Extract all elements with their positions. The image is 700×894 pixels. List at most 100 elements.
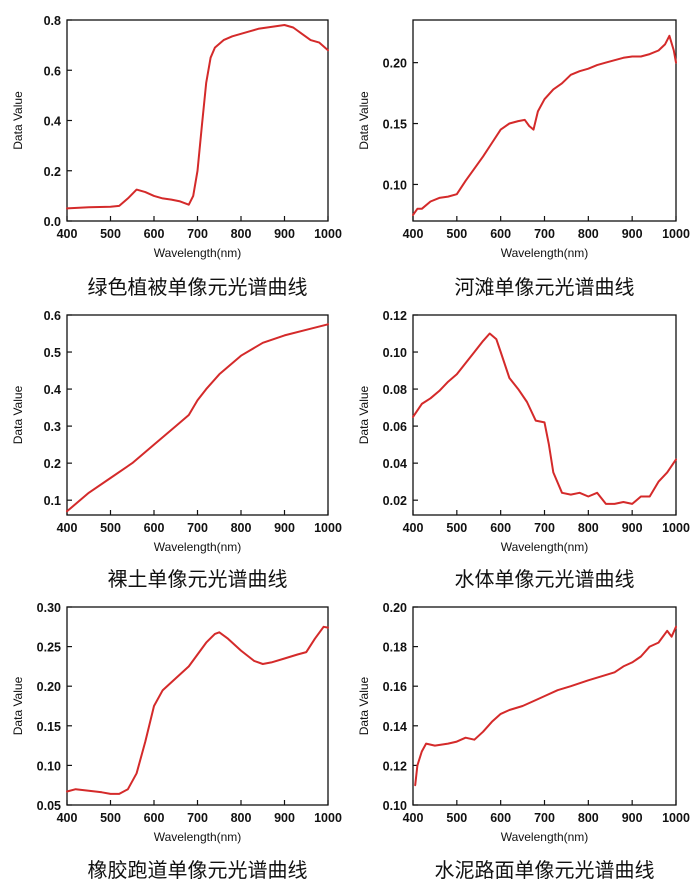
chart-2-ytick-label: 0.20 bbox=[383, 57, 407, 71]
chart-2-plot-frame bbox=[412, 19, 677, 222]
chart-2-xtick-label: 800 bbox=[578, 227, 599, 241]
chart-4-xtick-label: 1000 bbox=[662, 521, 690, 535]
chart-4-ytick-label: 0.04 bbox=[383, 457, 407, 471]
chart-3-xtick-label: 1000 bbox=[314, 521, 342, 535]
chart-5-xtick-label: 800 bbox=[231, 811, 252, 825]
chart-6-plot-frame bbox=[412, 606, 677, 806]
chart-4-xtick-label: 900 bbox=[622, 521, 643, 535]
chart-3-xtick-label: 400 bbox=[57, 521, 78, 535]
chart-2-caption: 河滩单像元光谱曲线 bbox=[455, 275, 635, 299]
chart-6-xtick-label: 1000 bbox=[662, 811, 690, 825]
chart-3: 400 500 600 700 800 900 1000 0.1 0.2 0.3 0.4 0.5 0.6… bbox=[11, 309, 342, 591]
chart-3-xtick-label: 800 bbox=[231, 521, 252, 535]
chart-6-caption: 水泥路面单像元光谱曲线 bbox=[435, 858, 655, 882]
chart-6-xtick-label: 400 bbox=[403, 811, 424, 825]
chart-5-ytick-label: 0.05 bbox=[37, 799, 61, 813]
chart-1-xtick-label: 700 bbox=[187, 227, 208, 241]
chart-1-series-line bbox=[66, 24, 329, 210]
chart-5-y-axis-label: Data Value bbox=[11, 676, 25, 735]
chart-6-ytick-label: 0.20 bbox=[383, 601, 407, 615]
chart-5-ytick-label: 0.15 bbox=[37, 720, 61, 734]
chart-4-xtick-label: 700 bbox=[534, 521, 555, 535]
chart-4-ytick-label: 0.10 bbox=[383, 346, 407, 360]
chart-1-ytick-label: 0.0 bbox=[44, 215, 61, 229]
chart-6-ytick-label: 0.16 bbox=[383, 680, 407, 694]
chart-5-xtick-label: 400 bbox=[57, 811, 78, 825]
chart-6-ytick-label: 0.18 bbox=[383, 641, 407, 655]
chart-3-ytick-label: 0.2 bbox=[44, 457, 61, 471]
chart-1-ytick-label: 0.2 bbox=[44, 165, 61, 179]
chart-4-plot-frame bbox=[412, 314, 677, 516]
chart-1-xtick-label: 1000 bbox=[314, 227, 342, 241]
chart-2-y-axis-label: Data Value bbox=[357, 91, 371, 150]
chart-3-ytick-label: 0.6 bbox=[44, 309, 61, 323]
chart-5-caption: 橡胶跑道单像元光谱曲线 bbox=[88, 858, 308, 882]
chart-3-ytick-label: 0.3 bbox=[44, 420, 61, 434]
chart-1-xtick-label: 900 bbox=[274, 227, 295, 241]
chart-6-ytick-label: 0.12 bbox=[383, 759, 407, 773]
chart-2-xtick-label: 1000 bbox=[662, 227, 690, 241]
chart-3-xtick-label: 900 bbox=[274, 521, 295, 535]
chart-1-plot-frame bbox=[66, 19, 329, 222]
chart-3-y-axis-label: Data Value bbox=[11, 385, 25, 444]
chart-3-ytick-label: 0.5 bbox=[44, 346, 61, 360]
chart-6-y-axis-label: Data Value bbox=[357, 676, 371, 735]
chart-1-caption: 绿色植被单像元光谱曲线 bbox=[88, 275, 308, 299]
chart-3-ytick-label: 0.1 bbox=[44, 494, 61, 508]
chart-6-xtick-label: 800 bbox=[578, 811, 599, 825]
chart-2-ytick-label: 0.10 bbox=[383, 178, 407, 192]
chart-3-xtick-label: 600 bbox=[144, 521, 165, 535]
chart-5: 400 500 600 700 800 900 1000 0.05 0.10 0.15 0.20 0.… bbox=[11, 601, 342, 882]
chart-1-ytick-label: 0.6 bbox=[44, 64, 61, 78]
chart-3-xtick-label: 700 bbox=[187, 521, 208, 535]
chart-4-ytick-label: 0.12 bbox=[383, 309, 407, 323]
chart-4-caption: 水体单像元光谱曲线 bbox=[455, 567, 635, 591]
chart-3-plot-frame bbox=[66, 314, 329, 516]
chart-3-ytick-label: 0.4 bbox=[44, 383, 61, 397]
chart-2-x-axis-label: Wavelength(nm) bbox=[501, 246, 589, 260]
chart-6-series-line bbox=[414, 625, 677, 787]
chart-1: 400 500 600 700 800 900 1000 0.0 0.2 0.4 0.6 0.8 Wav… bbox=[11, 14, 342, 299]
chart-5-ytick-label: 0.20 bbox=[37, 680, 61, 694]
chart-5-xtick-label: 900 bbox=[274, 811, 295, 825]
chart-4-xtick-label: 500 bbox=[446, 521, 467, 535]
chart-6-x-axis-label: Wavelength(nm) bbox=[501, 830, 589, 844]
chart-4-ytick-label: 0.02 bbox=[383, 494, 407, 508]
chart-6-ytick-label: 0.14 bbox=[383, 720, 407, 734]
chart-6-xtick-label: 600 bbox=[490, 811, 511, 825]
chart-2-ytick-label: 0.15 bbox=[383, 118, 407, 132]
chart-5-xtick-label: 500 bbox=[100, 811, 121, 825]
chart-1-x-axis-label: Wavelength(nm) bbox=[154, 246, 242, 260]
chart-3-xtick-label: 500 bbox=[100, 521, 121, 535]
chart-1-xtick-label: 400 bbox=[57, 227, 78, 241]
chart-3-series-line bbox=[66, 323, 329, 513]
chart-3-caption: 裸土单像元光谱曲线 bbox=[108, 567, 288, 591]
chart-3-x-axis-label: Wavelength(nm) bbox=[154, 540, 242, 554]
chart-5-ytick-label: 0.25 bbox=[37, 641, 61, 655]
chart-6-xtick-label: 700 bbox=[534, 811, 555, 825]
chart-5-plot-frame bbox=[66, 606, 329, 806]
chart-4-ytick-label: 0.08 bbox=[383, 383, 407, 397]
chart-1-xtick-label: 600 bbox=[144, 227, 165, 241]
chart-5-x-axis-label: Wavelength(nm) bbox=[154, 830, 242, 844]
chart-4-x-axis-label: Wavelength(nm) bbox=[501, 540, 589, 554]
chart-4-xtick-label: 600 bbox=[490, 521, 511, 535]
chart-5-series-line bbox=[66, 625, 329, 795]
chart-1-xtick-label: 800 bbox=[231, 227, 252, 241]
chart-6: 400 500 600 700 800 900 1000 0.10 0.12 0.14 0.16 0.… bbox=[357, 601, 690, 882]
chart-1-xtick-label: 500 bbox=[100, 227, 121, 241]
chart-6-xtick-label: 900 bbox=[622, 811, 643, 825]
chart-4-series-line bbox=[412, 332, 677, 505]
chart-4-y-axis-label: Data Value bbox=[357, 385, 371, 444]
chart-1-ytick-label: 0.4 bbox=[44, 115, 61, 129]
chart-2-xtick-label: 400 bbox=[403, 227, 424, 241]
chart-4-xtick-label: 800 bbox=[578, 521, 599, 535]
chart-5-xtick-label: 700 bbox=[187, 811, 208, 825]
chart-2-xtick-label: 600 bbox=[490, 227, 511, 241]
chart-2: 400 500 600 700 800 900 1000 0.10 0.15 0.20 Wavele… bbox=[357, 19, 690, 299]
chart-1-ytick-label: 0.8 bbox=[44, 14, 61, 28]
chart-5-xtick-label: 1000 bbox=[314, 811, 342, 825]
chart-4: 400 500 600 700 800 900 1000 0.02 0.04 0.06 0.08 0.… bbox=[357, 309, 690, 591]
chart-6-ytick-label: 0.10 bbox=[383, 799, 407, 813]
